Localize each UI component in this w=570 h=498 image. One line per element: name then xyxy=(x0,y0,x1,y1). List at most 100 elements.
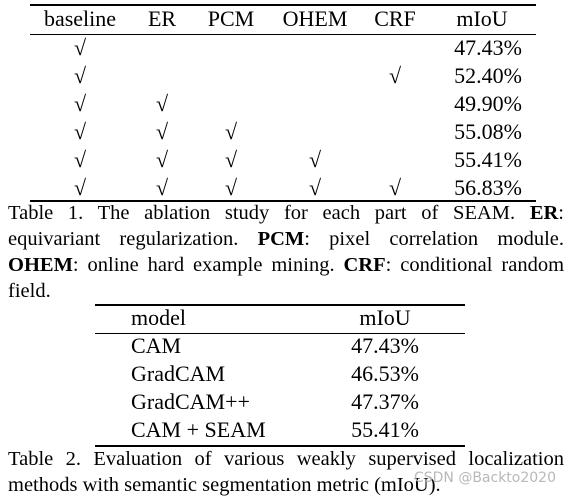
table1-cell-pcm: √ xyxy=(194,118,268,146)
table2-row: CAM + SEAM 55.41% xyxy=(95,416,465,444)
checkmark-icon: √ xyxy=(388,175,402,200)
table1-cell-miou: 55.08% xyxy=(454,119,522,144)
table2-cell-miou: 47.37% xyxy=(351,389,419,414)
caption1-pcm-term: PCM xyxy=(257,228,305,250)
table1-row: √ √ √ 55.08% xyxy=(30,118,536,146)
table1-cell-er xyxy=(130,34,194,62)
checkmark-icon: √ xyxy=(155,119,169,144)
table1-cell-miou: 56.83% xyxy=(454,175,522,200)
caption1-prefix: Table 1. The ablation study for each par… xyxy=(8,202,530,224)
table1-cell-crf: √ xyxy=(362,62,428,90)
table1-cell-pcm xyxy=(194,62,268,90)
checkmark-icon: √ xyxy=(224,175,238,200)
table2-cell-miou: 55.41% xyxy=(351,417,419,442)
caption1-crf-text: : conditional random field. xyxy=(8,254,565,302)
header-miou-2: mIoU xyxy=(359,305,411,330)
checkmark-icon: √ xyxy=(155,175,169,200)
checkmark-icon: √ xyxy=(155,147,169,172)
table2-cell-model: CAM + SEAM xyxy=(131,417,266,442)
table1-cell-er: √ xyxy=(130,118,194,146)
caption1-pcm-text: : pixel correlation module. xyxy=(304,228,564,250)
table1-row: √ 47.43% xyxy=(30,34,536,62)
table1-cell-baseline: √ xyxy=(30,34,130,62)
table1-cell-ohem: √ xyxy=(268,146,362,174)
checkmark-icon: √ xyxy=(73,175,87,200)
table2-row: CAM 47.43% xyxy=(95,332,465,360)
table1-cell-crf xyxy=(362,34,428,62)
checkmark-icon: √ xyxy=(73,119,87,144)
table2-cell-model: GradCAM++ xyxy=(131,389,250,414)
checkmark-icon: √ xyxy=(308,175,322,200)
table2-caption: Table 2. Evaluation of various weakly su… xyxy=(8,448,564,496)
caption1-ohem-text: : online hard example mining. xyxy=(72,254,344,276)
table1-cell-ohem xyxy=(268,118,362,146)
table1-cell-miou: 55.41% xyxy=(454,147,522,172)
checkmark-icon: √ xyxy=(224,119,238,144)
table1-cell-ohem: √ xyxy=(268,174,362,202)
header-baseline: baseline xyxy=(43,6,117,31)
header-er: ER xyxy=(147,6,177,31)
table1-row: √ √ √ √ √ 56.83% xyxy=(30,174,536,202)
table1-cell-crf xyxy=(362,118,428,146)
table2-cell-miou: 47.43% xyxy=(351,333,419,358)
table1-top-rule xyxy=(30,4,536,6)
watermark: CSDN @Backto2020 xyxy=(413,470,556,486)
header-crf: CRF xyxy=(374,6,416,31)
table1-cell-pcm: √ xyxy=(194,174,268,202)
table1-cell-baseline: √ xyxy=(30,146,130,174)
table2-row: GradCAM++ 47.37% xyxy=(95,388,465,416)
table1-cell-crf: √ xyxy=(362,174,428,202)
table1-cell-miou: 52.40% xyxy=(454,63,522,88)
checkmark-icon: √ xyxy=(155,91,169,116)
table1-cell-baseline: √ xyxy=(30,174,130,202)
checkmark-icon: √ xyxy=(308,147,322,172)
checkmark-icon: √ xyxy=(73,91,87,116)
table2-header-rule xyxy=(95,333,465,334)
table1-cell-er: √ xyxy=(130,146,194,174)
table1-cell-pcm xyxy=(194,90,268,118)
header-model: model xyxy=(131,305,186,330)
table1-row: √ √ 52.40% xyxy=(30,62,536,90)
table1-cell-er xyxy=(130,62,194,90)
caption1-ohem-term: OHEM xyxy=(8,254,73,276)
table1-header-row: baseline ER PCM OHEM CRF mIoU xyxy=(30,4,536,34)
table1-cell-pcm xyxy=(194,34,268,62)
table1-header-rule xyxy=(30,34,536,35)
table1-row: √ √ 49.90% xyxy=(30,90,536,118)
table1-cell-crf xyxy=(362,146,428,174)
table1-cell-crf xyxy=(362,90,428,118)
checkmark-icon: √ xyxy=(224,147,238,172)
table1-cell-miou: 47.43% xyxy=(454,35,522,60)
table1-cell-miou: 49.90% xyxy=(454,91,522,116)
table2-cell-miou: 46.53% xyxy=(351,361,419,386)
header-miou: mIoU xyxy=(456,6,508,31)
table1-cell-pcm: √ xyxy=(194,146,268,174)
table1-cell-ohem xyxy=(268,90,362,118)
table1-cell-baseline: √ xyxy=(30,90,130,118)
checkmark-icon: √ xyxy=(388,63,402,88)
table2-bottom-rule xyxy=(95,445,465,447)
table2-top-rule xyxy=(95,304,465,306)
table1-cell-er: √ xyxy=(130,174,194,202)
table1-row: √ √ √ √ 55.41% xyxy=(30,146,536,174)
ablation-table: baseline ER PCM OHEM CRF mIoU √ 47.43% √ √ 5… xyxy=(30,4,536,202)
table1-cell-ohem xyxy=(268,34,362,62)
table1-cell-ohem xyxy=(268,62,362,90)
checkmark-icon: √ xyxy=(73,35,87,60)
localization-table: model mIoU CAM 47.43% GradCAM 46.53% GradCAM… xyxy=(95,304,465,444)
header-ohem: OHEM xyxy=(282,6,348,31)
table1-caption: Table 1. The ablation study for each par… xyxy=(8,200,564,304)
table2-row: GradCAM 46.53% xyxy=(95,360,465,388)
caption1-er-text: : equivariant regularization. xyxy=(8,202,564,250)
table1-cell-baseline: √ xyxy=(30,118,130,146)
table1-bottom-rule xyxy=(30,200,536,202)
caption1-er-term: ER xyxy=(529,202,559,224)
caption1-crf-term: CRF xyxy=(343,254,386,276)
table1-cell-baseline: √ xyxy=(30,62,130,90)
table2-cell-model: GradCAM xyxy=(131,361,226,386)
table2-header-row: model mIoU xyxy=(95,304,465,332)
checkmark-icon: √ xyxy=(73,63,87,88)
checkmark-icon: √ xyxy=(73,147,87,172)
header-pcm: PCM xyxy=(207,6,255,31)
table1-cell-er: √ xyxy=(130,90,194,118)
